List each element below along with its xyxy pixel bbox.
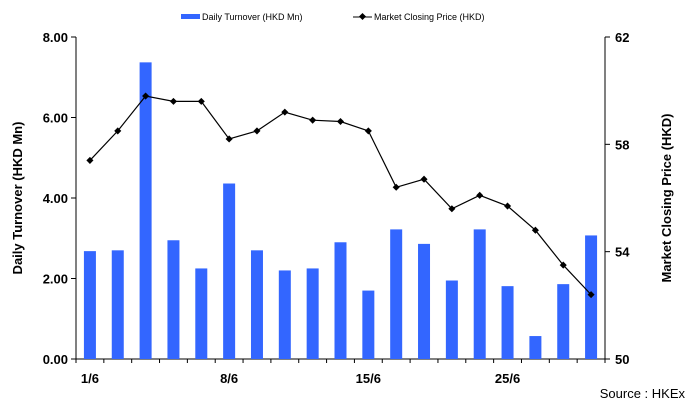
turnover-bar <box>223 183 236 359</box>
turnover-bar <box>473 229 486 359</box>
price-point <box>559 261 567 269</box>
turnover-bar <box>445 280 458 359</box>
price-point <box>336 117 345 126</box>
price-point <box>364 127 372 135</box>
price-point <box>197 97 205 105</box>
price-point <box>448 205 456 213</box>
price-point <box>281 108 289 116</box>
y-right-tick-label: 62 <box>615 30 629 45</box>
turnover-bar <box>250 250 263 359</box>
price-point <box>420 175 428 183</box>
y-left-tick-label: 2.00 <box>43 272 68 287</box>
y-right-ticks: 50 54 58 62 <box>605 30 630 367</box>
turnover-bar <box>390 229 403 359</box>
turnover-bar <box>362 290 375 359</box>
y-right-tick-label: 58 <box>615 137 629 152</box>
bar-series <box>83 62 598 360</box>
y-left-tick-label: 6.00 <box>43 111 68 126</box>
turnover-bar <box>195 268 208 359</box>
turnover-bar <box>418 243 431 359</box>
price-point <box>504 202 512 210</box>
turnover-bar <box>501 286 514 359</box>
turnover-bar <box>278 270 291 359</box>
price-point <box>476 191 484 199</box>
price-point <box>114 127 122 135</box>
x-tick-label: 25/6 <box>495 371 520 386</box>
price-point <box>309 116 317 124</box>
y-left-tick-label: 4.00 <box>43 191 68 206</box>
turnover-bar <box>557 284 570 359</box>
legend-bar-swatch <box>181 14 200 19</box>
legend-bar-label: Daily Turnover (HKD Mn) <box>202 12 303 22</box>
price-point <box>225 135 233 143</box>
y-left-axis-title: Daily Turnover (HKD Mn) <box>10 122 25 275</box>
y-left-tick-label: 0.00 <box>43 352 68 367</box>
y-right-axis-title: Market Closing Price (HKD) <box>659 113 674 282</box>
legend-line-label: Market Closing Price (HKD) <box>374 12 485 22</box>
x-tick-label: 8/6 <box>220 371 238 386</box>
turnover-bar <box>111 250 124 359</box>
turnover-bar <box>83 251 96 359</box>
source-note: Source : HKEx <box>599 386 685 401</box>
legend-line-marker <box>358 12 367 21</box>
price-point <box>531 226 539 234</box>
x-tick-label: 15/6 <box>356 371 381 386</box>
turnover-bar <box>529 336 542 359</box>
turnover-bar <box>139 62 152 360</box>
turnover-bar <box>167 240 180 359</box>
price-point <box>587 291 595 299</box>
x-ticks: 1/6 8/6 15/6 25/6 <box>75 359 606 386</box>
y-left-tick-label: 8.00 <box>43 30 68 45</box>
turnover-bar <box>306 268 319 359</box>
line-series <box>86 92 595 299</box>
x-tick-label: 1/6 <box>81 371 99 386</box>
turnover-bar <box>334 242 347 359</box>
price-point <box>392 183 400 191</box>
price-point <box>86 156 94 164</box>
price-point <box>142 92 150 100</box>
y-left-ticks: 0.00 2.00 4.00 6.00 8.00 <box>43 30 76 367</box>
y-right-tick-label: 54 <box>615 245 630 260</box>
y-right-tick-label: 50 <box>615 352 629 367</box>
legend: Daily Turnover (HKD Mn) Market Closing P… <box>181 12 485 22</box>
price-point <box>253 127 261 135</box>
price-point <box>169 97 177 105</box>
